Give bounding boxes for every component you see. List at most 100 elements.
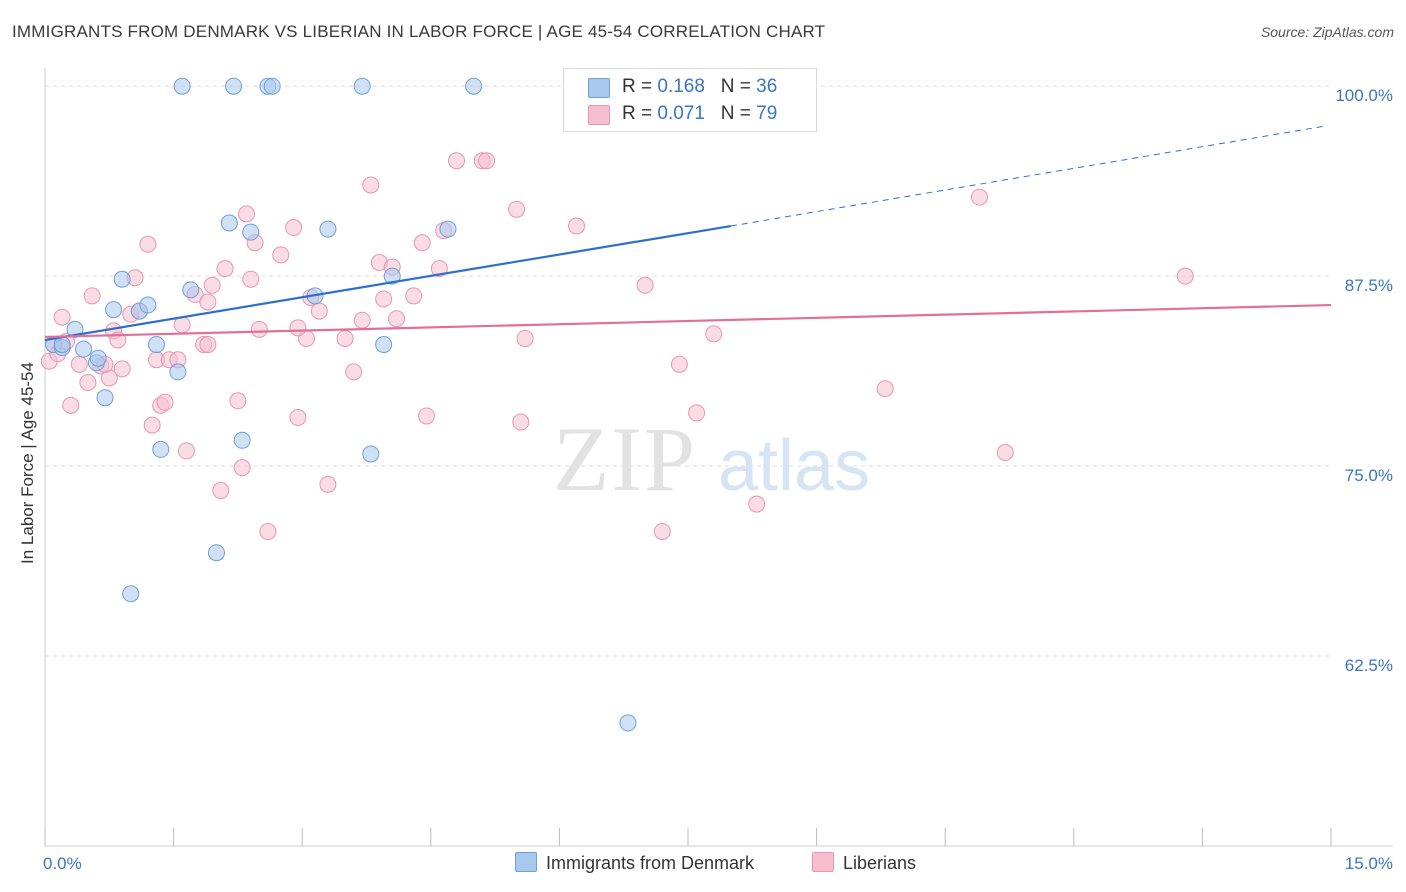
denmark-point xyxy=(89,349,107,367)
liberian-point xyxy=(430,260,448,278)
x-tick-label: 15.0% xyxy=(1345,854,1393,873)
liberian-point xyxy=(113,360,131,378)
liberian-point xyxy=(177,442,195,460)
denmark-point xyxy=(147,336,165,354)
liberian-point xyxy=(143,416,161,434)
liberian-trend-line xyxy=(44,303,1332,339)
denmark-r-label: R = xyxy=(622,76,658,97)
liberian-point xyxy=(289,408,307,426)
y-axis-label: In Labor Force | Age 45-54 xyxy=(18,362,37,564)
y-tick-labels: 100.0% 87.5% 75.0% 62.5% xyxy=(1335,86,1393,675)
liberian-point xyxy=(653,522,671,540)
denmark-point xyxy=(113,270,131,288)
liberian-point xyxy=(289,319,307,337)
legend-denmark-swatch xyxy=(515,852,537,872)
denmark-point xyxy=(383,267,401,285)
liberian-point xyxy=(516,329,534,347)
denmark-point xyxy=(353,77,371,95)
denmark-point xyxy=(75,340,93,358)
source-credit: Source: ZipAtlas.com xyxy=(1260,24,1394,40)
liberian-point xyxy=(285,219,303,237)
liberian-point xyxy=(53,308,71,326)
y-tick-label: 62.5% xyxy=(1345,656,1393,675)
liberian-point xyxy=(1176,267,1194,285)
liberian-point xyxy=(62,396,80,414)
liberian-point xyxy=(336,329,354,347)
denmark-point xyxy=(220,214,238,232)
watermark: ZIP atlas xyxy=(553,408,870,510)
liberian-point xyxy=(362,176,380,194)
liberian-point xyxy=(705,325,723,343)
liberian-r-label: R = xyxy=(622,103,658,124)
stats-legend-box: R = 0.168 N = 36 R = 0.071 N = 79 xyxy=(563,68,817,132)
liberian-point xyxy=(233,459,251,477)
legend-liberian-swatch xyxy=(812,852,834,872)
denmark-point xyxy=(319,220,337,238)
denmark-point xyxy=(105,301,123,319)
denmark-point xyxy=(225,77,243,95)
legend-item-denmark: Immigrants from Denmark xyxy=(515,852,754,874)
liberian-point xyxy=(688,404,706,422)
denmark-point xyxy=(207,544,225,562)
watermark-atlas: atlas xyxy=(718,426,870,506)
liberian-point xyxy=(345,363,363,381)
liberian-point xyxy=(216,260,234,278)
liberian-point xyxy=(996,443,1014,461)
trend-lines xyxy=(44,125,1332,342)
denmark-point xyxy=(465,77,483,95)
liberian-point xyxy=(512,413,530,431)
liberian-point xyxy=(670,355,688,373)
liberian-point xyxy=(250,320,268,338)
liberian-point xyxy=(272,246,290,264)
denmark-points xyxy=(45,77,637,732)
denmark-n-value: 36 xyxy=(756,76,778,97)
liberian-point xyxy=(229,392,247,410)
denmark-point xyxy=(139,296,157,314)
liberian-point xyxy=(388,310,406,328)
liberian-point xyxy=(237,205,255,223)
liberian-point xyxy=(568,217,586,235)
liberian-point xyxy=(636,276,654,294)
denmark-point xyxy=(375,336,393,354)
denmark-point xyxy=(242,223,260,241)
watermark-zip: ZIP xyxy=(553,408,697,510)
liberian-n-value: 79 xyxy=(756,103,778,124)
liberian-point xyxy=(405,287,423,305)
y-tick-label: 100.0% xyxy=(1335,86,1393,105)
liberian-point xyxy=(748,495,766,513)
liberian-point xyxy=(199,293,217,311)
liberian-point xyxy=(970,188,988,206)
liberian-point xyxy=(508,200,526,218)
liberian-point xyxy=(79,374,97,392)
liberian-point xyxy=(375,290,393,308)
axes xyxy=(44,68,1393,847)
denmark-point xyxy=(173,77,191,95)
denmark-point xyxy=(182,281,200,299)
liberian-point xyxy=(70,355,88,373)
gridlines xyxy=(45,85,1331,657)
legend-liberian-label: Liberians xyxy=(843,853,917,873)
x-tick-labels: 0.0% 15.0% xyxy=(43,854,1393,873)
denmark-r-value: 0.168 xyxy=(657,76,705,97)
denmark-point xyxy=(169,363,187,381)
liberian-point xyxy=(242,270,260,288)
liberian-point xyxy=(353,311,371,329)
denmark-point xyxy=(263,77,281,95)
y-tick-label: 75.0% xyxy=(1345,466,1393,485)
liberian-point xyxy=(259,522,277,540)
denmark-point xyxy=(362,445,380,463)
liberian-point xyxy=(418,407,436,425)
liberian-point xyxy=(156,393,174,411)
chart-title: IMMIGRANTS FROM DENMARK VS LIBERIAN IN L… xyxy=(12,22,826,41)
denmark-swatch xyxy=(588,78,610,98)
liberian-point xyxy=(139,235,157,253)
liberian-point xyxy=(212,481,230,499)
liberian-point xyxy=(876,380,894,398)
denmark-trend-line xyxy=(44,224,732,342)
liberian-point xyxy=(203,276,221,294)
denmark-point xyxy=(439,220,457,238)
liberian-swatch xyxy=(588,105,610,125)
denmark-point xyxy=(152,440,170,458)
denmark-point xyxy=(619,714,637,732)
